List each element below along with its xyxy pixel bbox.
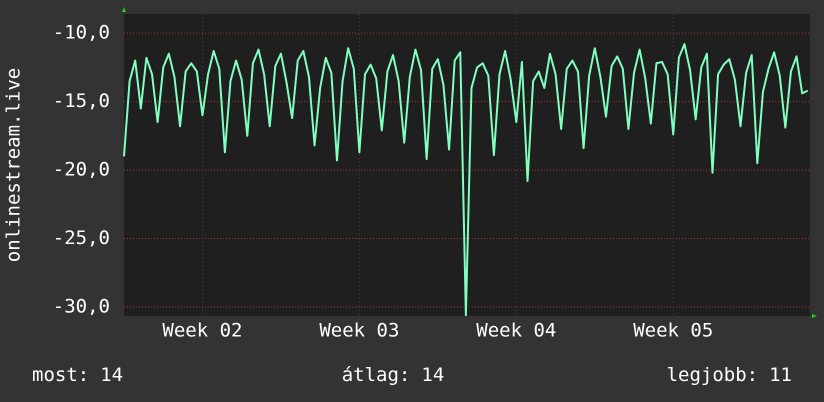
stat-label: legjobb: bbox=[667, 364, 759, 386]
x-tick-label: Week 03 bbox=[319, 320, 399, 342]
stat-label: átlag: bbox=[342, 364, 411, 386]
line bbox=[123, 43, 809, 317]
stat: átlag: 14 bbox=[342, 364, 445, 386]
y-tick-label: -15,0 bbox=[53, 90, 110, 112]
axis-arrow bbox=[812, 314, 817, 318]
y-tick-label: -25,0 bbox=[53, 227, 110, 249]
y-tick-label: -20,0 bbox=[53, 159, 110, 181]
stat: legjobb: 11 bbox=[667, 364, 792, 386]
x-tick-label: Week 04 bbox=[476, 320, 556, 342]
stat: most: 14 bbox=[32, 364, 123, 386]
stat-value: 14 bbox=[100, 364, 123, 386]
y-tick-label: -30,0 bbox=[53, 295, 110, 317]
x-tick-label: Week 02 bbox=[162, 320, 242, 342]
y-tick-label: -10,0 bbox=[53, 22, 110, 44]
stat-value: 14 bbox=[421, 364, 444, 386]
x-tick-label: Week 05 bbox=[633, 320, 713, 342]
axis-arrow bbox=[122, 7, 126, 12]
stat-value: 11 bbox=[769, 364, 792, 386]
y-axis-label: onlinestream.live bbox=[3, 68, 25, 262]
stat-label: most: bbox=[32, 364, 89, 386]
